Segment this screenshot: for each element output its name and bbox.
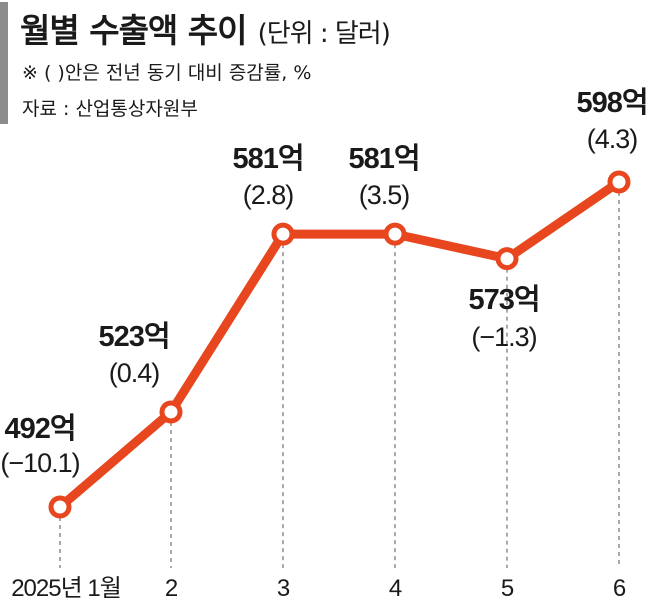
x-tick-label: 6 xyxy=(613,575,626,602)
change-label: (0.4) xyxy=(109,358,160,388)
footnote: ※ ( )안은 전년 동기 대비 증감률, % xyxy=(22,62,312,84)
source-label: 자료 : 산업통상자원부 xyxy=(22,98,198,120)
chart-title: 월별 수출액 추이 xyxy=(20,11,247,50)
title-row: 월별 수출액 추이 (단위 : 달러) xyxy=(20,4,391,52)
value-label: 581억 xyxy=(232,142,303,175)
change-label: (3.5) xyxy=(359,180,410,210)
data-point xyxy=(495,247,519,271)
value-label: 492억 xyxy=(4,412,75,445)
data-point xyxy=(383,222,407,246)
header-accent-bar xyxy=(0,2,8,124)
data-point xyxy=(159,400,183,424)
change-label: (2.8) xyxy=(243,180,294,210)
value-label: 573억 xyxy=(468,283,539,316)
change-label: (−1.3) xyxy=(471,322,536,352)
data-point xyxy=(607,170,631,194)
unit-label: (단위 : 달러) xyxy=(257,19,391,49)
value-label: 523억 xyxy=(98,320,169,353)
x-tick-label: 5 xyxy=(501,575,514,602)
series-line xyxy=(55,177,624,512)
change-label: (−10.1) xyxy=(0,448,79,478)
x-tick-label: 2025년 1월 xyxy=(11,575,121,602)
value-label: 598억 xyxy=(576,86,647,119)
x-tick-label: 4 xyxy=(389,575,402,602)
value-label: 581억 xyxy=(348,142,419,175)
x-tick-label: 2 xyxy=(165,575,178,602)
data-point xyxy=(271,222,295,246)
x-tick-label: 3 xyxy=(277,575,290,602)
change-label: (4.3) xyxy=(587,124,638,154)
data-point xyxy=(48,495,72,519)
